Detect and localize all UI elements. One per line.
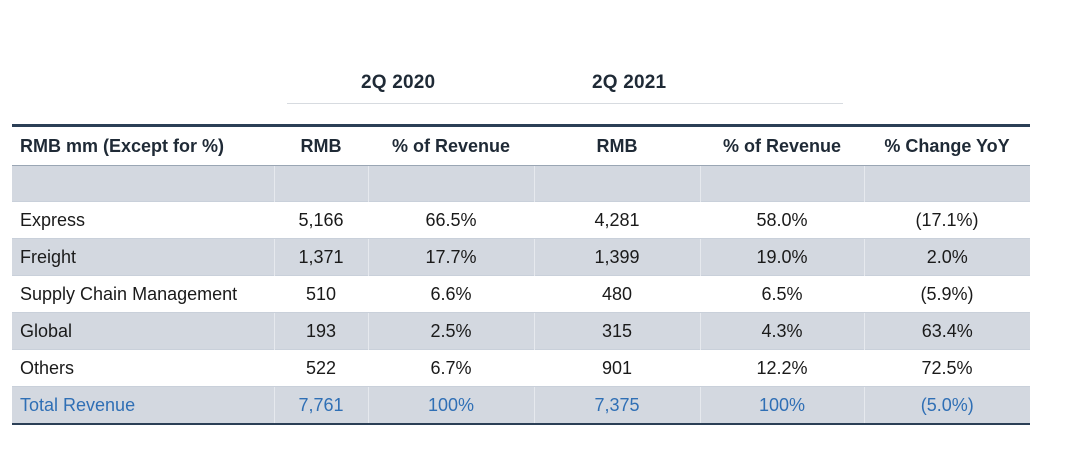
rmb-2020-cell: 510: [274, 275, 368, 313]
column-header-rmb-2020: RMB: [274, 124, 368, 166]
table-header-row: RMB mm (Except for %) RMB % of Revenue R…: [12, 124, 1030, 166]
rmb-2021-cell: 4,281: [534, 201, 700, 239]
pct-change-yoy-cell: 72.5%: [864, 349, 1030, 387]
rmb-2020-cell: 522: [274, 349, 368, 387]
pct-revenue-2020-cell: 6.7%: [368, 349, 534, 387]
total-rmb-2021-cell: 7,375: [533, 386, 700, 425]
row-label: Global: [12, 312, 274, 350]
rmb-2020-cell: 193: [273, 312, 368, 350]
revenue-breakdown-table: RMB mm (Except for %) RMB % of Revenue R…: [12, 124, 1030, 425]
pct-revenue-2021-cell: 58.0%: [700, 201, 864, 239]
total-revenue-row: Total Revenue 7,761 100% 7,375 100% (5.0…: [12, 386, 1030, 425]
pct-revenue-2021-cell: 19.0%: [699, 238, 864, 276]
pct-change-yoy-cell: 63.4%: [863, 312, 1030, 350]
total-pct-revenue-2020-cell: 100%: [367, 386, 534, 425]
table-row: Freight 1,371 17.7% 1,399 19.0% 2.0%: [12, 238, 1030, 276]
period-header-2q-2020: 2Q 2020: [361, 72, 436, 93]
rmb-2021-cell: 1,399: [533, 238, 700, 276]
total-rmb-2020-cell: 7,761: [273, 386, 368, 425]
pct-change-yoy-cell: (17.1%): [864, 201, 1030, 239]
pct-revenue-2021-cell: 6.5%: [700, 275, 864, 313]
pct-revenue-2021-cell: 12.2%: [700, 349, 864, 387]
pct-revenue-2020-cell: 17.7%: [367, 238, 534, 276]
table-row: Supply Chain Management 510 6.6% 480 6.5…: [12, 275, 1030, 313]
pct-revenue-2021-cell: 4.3%: [699, 312, 864, 350]
table-row: Express 5,166 66.5% 4,281 58.0% (17.1%): [12, 201, 1030, 239]
column-header-pct-revenue-2021: % of Revenue: [700, 124, 864, 166]
pct-change-yoy-cell: (5.9%): [864, 275, 1030, 313]
column-header-pct-revenue-2020: % of Revenue: [368, 124, 534, 166]
rmb-2021-cell: 315: [533, 312, 700, 350]
total-pct-change-yoy-cell: (5.0%): [863, 386, 1030, 425]
rmb-2021-cell: 901: [534, 349, 700, 387]
column-header-label: RMB mm (Except for %): [12, 124, 274, 166]
column-header-pct-change-yoy: % Change YoY: [864, 124, 1030, 166]
period-header-2q-2021: 2Q 2021: [592, 72, 667, 93]
row-label: Freight: [12, 238, 274, 276]
period-header-divider: [287, 103, 843, 104]
total-row-label: Total Revenue: [12, 386, 274, 425]
pct-revenue-2020-cell: 6.6%: [368, 275, 534, 313]
table-row: Global 193 2.5% 315 4.3% 63.4%: [12, 312, 1030, 350]
row-label: Supply Chain Management: [12, 275, 274, 313]
row-label: Express: [12, 201, 274, 239]
rmb-2020-cell: 1,371: [273, 238, 368, 276]
pct-revenue-2020-cell: 66.5%: [368, 201, 534, 239]
table-row: Others 522 6.7% 901 12.2% 72.5%: [12, 349, 1030, 387]
row-label: Others: [12, 349, 274, 387]
rmb-2021-cell: 480: [534, 275, 700, 313]
rmb-2020-cell: 5,166: [274, 201, 368, 239]
pct-revenue-2020-cell: 2.5%: [367, 312, 534, 350]
pct-change-yoy-cell: 2.0%: [863, 238, 1030, 276]
total-pct-revenue-2021-cell: 100%: [699, 386, 864, 425]
column-header-rmb-2021: RMB: [534, 124, 700, 166]
table-spacer-row: [12, 165, 1030, 202]
